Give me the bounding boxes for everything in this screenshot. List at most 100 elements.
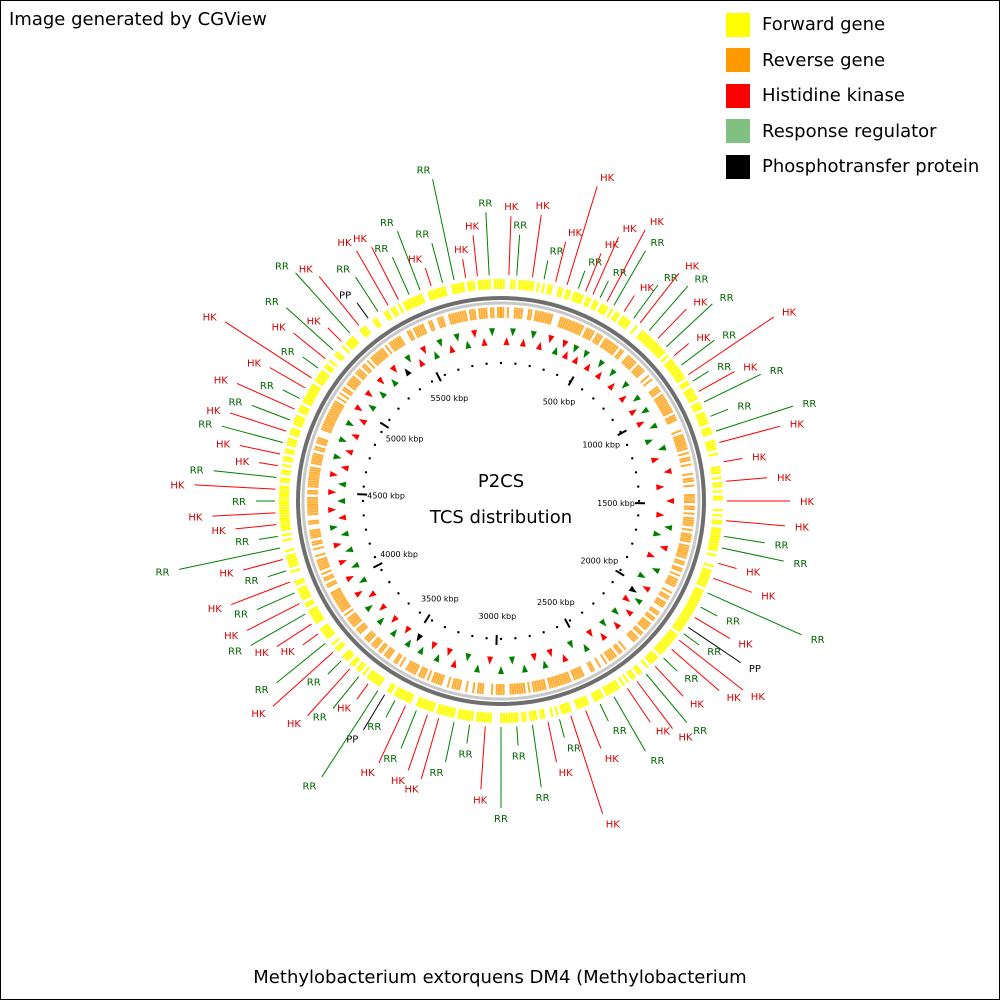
forward-gene-mark	[457, 708, 462, 720]
forward-gene-mark	[533, 710, 538, 721]
reverse-gene-mark	[309, 466, 321, 471]
feature-label-hk: HK	[782, 307, 797, 318]
forward-gene-mark	[320, 369, 330, 378]
forward-gene-mark	[317, 374, 327, 382]
feature-label-rr: RR	[302, 781, 316, 792]
ruler-ring: 500 kbp 1000 kbp 1500 kbp 2000 kbp 2500 kbp 3…	[357, 361, 645, 645]
feature-callout-line	[710, 408, 729, 417]
reverse-gene-mark	[489, 307, 493, 319]
forward-gene-mark	[345, 652, 355, 662]
reverse-gene-mark	[575, 324, 583, 335]
ruler-minor-tick	[568, 619, 572, 622]
forward-gene-mark	[690, 593, 701, 601]
reverse-gene-mark	[557, 674, 563, 686]
forward-gene-mark	[334, 641, 344, 650]
feature-callout-line	[599, 703, 609, 722]
reverse-gene-mark	[573, 323, 581, 334]
reverse-gene-mark	[369, 356, 379, 367]
forward-gene-mark	[279, 514, 290, 518]
tcs-marker-hk	[447, 647, 454, 657]
forward-gene-mark	[677, 616, 688, 624]
reverse-gene-mark	[659, 403, 670, 411]
tcs-marker-pp	[404, 368, 412, 377]
tcs-marker-hk	[656, 484, 665, 491]
feature-callout-line	[698, 371, 735, 392]
feature-label-hk: HK	[337, 238, 352, 249]
forward-gene-mark	[680, 382, 691, 390]
reverse-gene-mark	[666, 576, 678, 584]
forward-gene-mark	[648, 652, 657, 661]
forward-gene-mark	[488, 279, 492, 290]
feature-callout-line	[543, 260, 549, 280]
ruler-minor-tick	[418, 388, 422, 391]
reverse-gene-mark	[379, 643, 389, 654]
feature-callout-line	[723, 457, 743, 463]
feature-callout-line	[531, 724, 542, 788]
reverse-gene-mark	[309, 528, 321, 533]
forward-gene-mark	[601, 305, 609, 316]
forward-gene-mark	[707, 452, 719, 457]
tcs-marker-rr	[583, 643, 591, 653]
reverse-gene-mark	[464, 680, 469, 692]
feature-label-pp: PP	[346, 734, 358, 745]
reverse-gene-mark	[319, 565, 331, 571]
forward-gene-mark	[392, 306, 400, 316]
reverse-gene-mark	[446, 676, 452, 688]
reverse-gene-mark	[595, 335, 604, 346]
reverse-gene-mark	[565, 671, 572, 683]
forward-gene-mark	[668, 628, 679, 637]
tcs-marker-hk	[646, 551, 656, 558]
reverse-gene-mark	[367, 633, 377, 643]
feature-label-rr: RR	[459, 750, 473, 761]
feature-label-hk: HK	[679, 733, 694, 744]
forward-gene-mark	[438, 704, 444, 715]
forward-gene-mark	[441, 705, 447, 716]
forward-gene-mark	[689, 595, 700, 603]
reverse-gene-mark	[343, 608, 354, 617]
feature-callout-line	[726, 520, 785, 527]
forward-gene-mark	[349, 656, 359, 666]
feature-callout-line	[356, 302, 369, 319]
tcs-marker-rr	[522, 664, 529, 673]
feature-callout-line	[251, 404, 291, 421]
tcs-marker-hk	[354, 404, 363, 412]
feature-label-hk: HK	[251, 709, 266, 720]
reverse-gene-mark	[485, 307, 488, 319]
tcs-marker-hk	[618, 395, 627, 404]
reverse-gene-mark	[314, 552, 326, 558]
feature-callout-line	[592, 236, 620, 295]
feature-label-hk: HK	[790, 420, 805, 431]
reverse-gene-mark	[307, 510, 319, 514]
tcs-marker-hk	[503, 337, 510, 346]
tcs-marker-rr	[389, 629, 398, 638]
feature-callout-line	[194, 484, 276, 490]
tcs-marker-rr	[637, 571, 646, 578]
reverse-gene-mark	[513, 307, 517, 319]
forward-gene-mark	[287, 437, 298, 443]
forward-gene-mark	[295, 414, 306, 421]
forward-gene-mark	[328, 359, 338, 368]
forward-gene-mark	[374, 317, 382, 327]
ruler-minor-tick	[625, 555, 629, 559]
forward-gene-mark	[657, 642, 666, 652]
forward-gene-mark	[480, 279, 484, 290]
forward-gene-mark	[578, 697, 585, 708]
legend-label: Response regulator	[762, 120, 937, 142]
forward-gene-mark	[325, 363, 335, 372]
ruler-tick-label: 3000 kbp	[478, 612, 516, 621]
tcs-marker-rr	[510, 328, 517, 337]
forward-gene-mark	[694, 586, 705, 593]
tcs-marker-hk	[391, 614, 399, 623]
feature-label-rr: RR	[717, 362, 731, 373]
feature-callout-line	[585, 710, 602, 749]
forward-gene-mark	[484, 712, 487, 723]
reverse-gene-mark	[317, 560, 329, 567]
reverse-gene-mark	[490, 683, 494, 695]
feature-callout-line	[282, 389, 300, 399]
forward-gene-mark	[359, 328, 368, 338]
feature-label-hk: HK	[746, 567, 761, 578]
feature-callout-line	[371, 246, 399, 300]
feature-callout-line	[231, 581, 291, 606]
ruler-minor-tick	[592, 397, 595, 400]
